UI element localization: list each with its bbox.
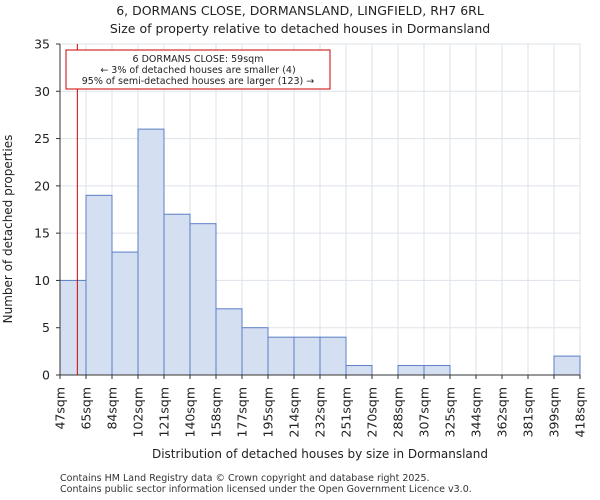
y-tick-label: 15 (34, 226, 50, 241)
footer-copyright: Contains HM Land Registry data © Crown c… (60, 473, 430, 484)
x-tick-label: 270sqm (365, 387, 380, 437)
x-tick-label: 362sqm (495, 387, 510, 437)
histogram-bar (189, 223, 217, 376)
histogram-bar (319, 336, 347, 376)
y-tick-label: 35 (34, 37, 50, 52)
histogram-bar (553, 355, 581, 376)
histogram-bar (345, 365, 373, 376)
y-tick-label: 0 (42, 368, 50, 383)
histogram-bar (111, 251, 139, 376)
x-tick-label: 121sqm (157, 387, 172, 437)
histogram-bar (293, 336, 321, 376)
x-tick-label: 65sqm (79, 387, 94, 430)
y-tick-label: 25 (34, 131, 50, 146)
histogram-bar (59, 279, 87, 376)
histogram-bar (423, 365, 451, 376)
y-tick-label: 30 (34, 84, 50, 99)
x-tick-label: 102sqm (131, 387, 146, 437)
y-axis-label: Number of detached properties (1, 135, 15, 324)
x-tick-label: 177sqm (235, 387, 250, 437)
annotation-text: ← 3% of detached houses are smaller (4) (100, 65, 295, 76)
x-tick-label: 307sqm (417, 387, 432, 437)
x-tick-label: 47sqm (53, 387, 68, 430)
x-tick-label: 418sqm (573, 387, 588, 437)
annotation-text: 95% of semi-detached houses are larger (… (82, 76, 315, 87)
x-tick-label: 232sqm (313, 387, 328, 437)
annotation-box (65, 49, 331, 90)
x-tick-label: 214sqm (287, 387, 302, 437)
y-tick-label: 5 (42, 320, 50, 335)
x-tick-label: 288sqm (391, 387, 406, 437)
histogram-bar (85, 194, 113, 376)
histogram-bar (397, 365, 425, 376)
chart-title: 6, DORMANS CLOSE, DORMANSLAND, LINGFIELD… (116, 3, 484, 18)
y-tick-label: 20 (34, 178, 50, 193)
x-tick-label: 381sqm (521, 387, 536, 437)
annotation-text: 6 DORMANS CLOSE: 59sqm (133, 54, 264, 65)
x-tick-label: 251sqm (339, 387, 354, 437)
x-tick-label: 195sqm (261, 387, 276, 437)
x-axis-label: Distribution of detached houses by size … (152, 447, 488, 461)
x-tick-label: 399sqm (547, 387, 562, 437)
x-tick-label: 84sqm (105, 387, 120, 430)
x-tick-label: 325sqm (443, 387, 458, 437)
histogram-bar (267, 336, 295, 376)
histogram-bar (163, 213, 191, 376)
chart-subtitle: Size of property relative to detached ho… (109, 21, 491, 36)
histogram-bar (137, 128, 165, 376)
x-tick-label: 158sqm (209, 387, 224, 437)
x-tick-label: 140sqm (183, 387, 198, 437)
histogram-bar (215, 308, 243, 376)
x-tick-label: 344sqm (469, 387, 484, 437)
y-tick-label: 10 (34, 273, 50, 288)
footer-licence: Contains public sector information licen… (60, 484, 472, 495)
histogram-bar (241, 327, 269, 376)
